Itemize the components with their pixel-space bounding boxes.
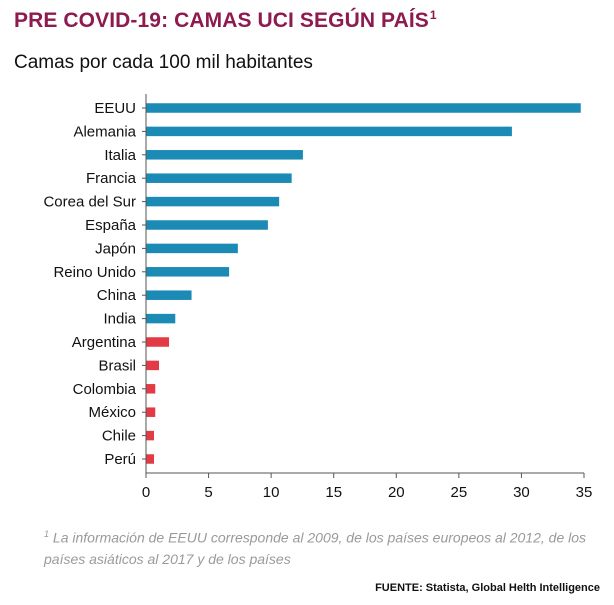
x-tick-label: 15 [325, 484, 342, 501]
footnote-mark: 1 [44, 529, 50, 539]
x-tick-label: 30 [513, 484, 530, 501]
chart-title-text: PRE COVID-19: CAMAS UCI SEGÚN PAÍS [14, 9, 429, 32]
bar [146, 243, 238, 254]
bar [146, 290, 192, 300]
x-tick-label: 25 [451, 484, 468, 501]
y-tick-label: Perú [104, 451, 136, 468]
bar [146, 384, 156, 394]
y-tick-label: China [97, 287, 137, 304]
source-credit: FUENTE: Statista, Global Helth Intellige… [375, 582, 600, 594]
y-tick-label: India [103, 311, 136, 328]
bar [146, 454, 155, 464]
bar [146, 360, 160, 371]
x-tick-label: 10 [263, 484, 280, 501]
y-tick-label: México [88, 404, 136, 421]
bar [146, 407, 156, 417]
x-tick-label: 0 [142, 484, 150, 501]
bar [146, 173, 292, 183]
y-tick-label: España [85, 217, 137, 234]
bar [146, 313, 176, 324]
chart-subtitle: Camas por cada 100 mil habitantes [14, 52, 313, 73]
y-tick-label: Colombia [73, 381, 137, 398]
y-tick-label: Brasil [98, 357, 136, 374]
x-tick-label: 20 [388, 484, 405, 501]
y-tick-label: Argentina [72, 334, 137, 351]
title-footnote-mark: 1 [429, 8, 437, 22]
bar [146, 196, 280, 207]
footnote: 1 La información de EEUU corresponde al … [44, 524, 604, 570]
bar [146, 103, 581, 113]
y-tick-label: Reino Unido [53, 264, 136, 281]
y-tick-label: Corea del Sur [43, 194, 136, 211]
x-tick-label: 35 [576, 484, 593, 501]
bar [146, 150, 303, 160]
y-tick-label: Chile [102, 428, 136, 445]
x-tick-label: 5 [204, 484, 212, 501]
footnote-text: La información de EEUU corresponde al 20… [44, 529, 587, 567]
y-tick-label: EEUU [94, 100, 136, 117]
bar [146, 430, 155, 441]
bar [146, 267, 230, 277]
chart-title: PRE COVID-19: CAMAS UCI SEGÚN PAÍS1 [14, 8, 437, 33]
bar-chart: EEUU Alemania Italia Francia Corea del Sur Es… [43, 94, 593, 501]
y-tick-label: Alemania [73, 123, 136, 140]
y-tick-label: Italia [104, 147, 136, 164]
bar [146, 220, 268, 230]
y-tick-label: Francia [86, 170, 137, 187]
bar [146, 337, 170, 347]
y-tick-label: Japón [95, 240, 136, 257]
bar [146, 126, 512, 137]
